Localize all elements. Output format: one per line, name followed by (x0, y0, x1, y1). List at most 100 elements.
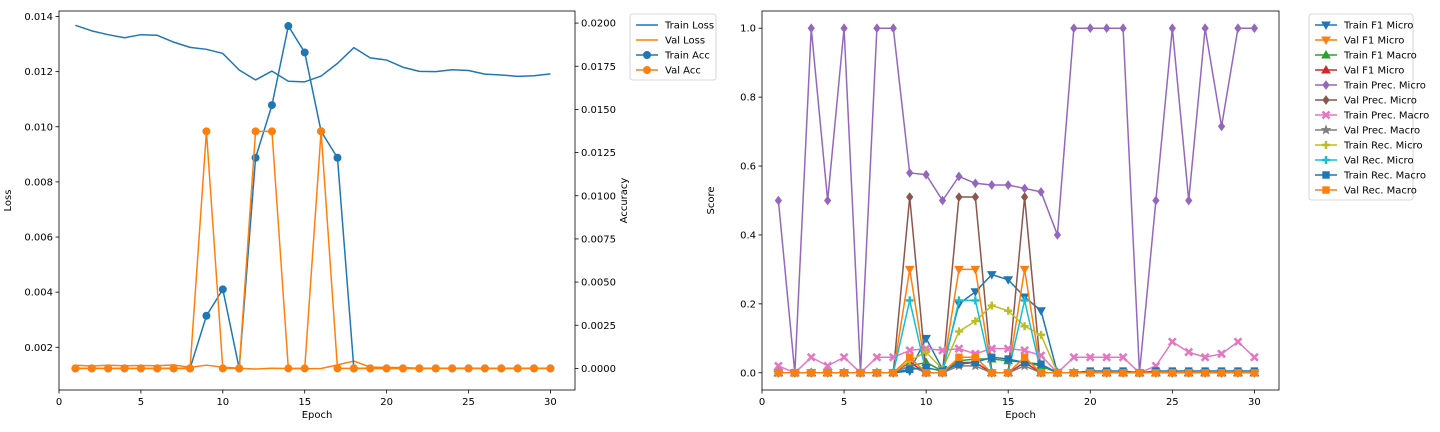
y-tick-label: 0.4 (740, 230, 756, 241)
data-point (1037, 369, 1045, 377)
data-point (971, 353, 980, 361)
data-point (872, 352, 882, 362)
data-point (235, 364, 244, 373)
data-point (1234, 369, 1242, 377)
data-point (1020, 192, 1029, 202)
data-point (839, 352, 849, 362)
legend-label: Train Loss (664, 21, 714, 32)
y-tick-label: 0.010 (24, 122, 53, 133)
data-point (823, 369, 832, 377)
x-tick-label: 25 (1166, 397, 1179, 408)
data-point (1103, 23, 1111, 34)
legend-entry: Train Prec. Micro (1315, 80, 1426, 92)
data-point (938, 369, 947, 377)
data-point (1234, 23, 1242, 34)
data-point (954, 296, 963, 305)
data-point (104, 364, 113, 373)
data-point (1020, 345, 1030, 355)
legend-entry: Train Rec. Macro (1315, 171, 1426, 182)
data-point (1201, 369, 1209, 377)
legend-label: Val F1 Micro (1344, 66, 1404, 77)
data-point (530, 364, 539, 373)
data-point (1085, 352, 1095, 362)
data-point (1119, 23, 1127, 34)
data-point (1250, 369, 1259, 377)
data-point (988, 180, 996, 190)
legend-label: Train Prec. Micro (1343, 81, 1426, 92)
legend-marker (1320, 124, 1332, 135)
data-point (1020, 183, 1029, 194)
y2-tick-label: 0.0125 (581, 148, 616, 159)
legend-entry: Train F1 Micro (1315, 21, 1413, 32)
y-tick-label: 0.002 (24, 343, 53, 354)
data-point (971, 296, 980, 305)
legend-entry: Train Loss (636, 21, 714, 32)
data-point (1152, 195, 1160, 206)
data-point (1184, 347, 1194, 357)
data-point (906, 192, 914, 202)
data-point (1217, 369, 1226, 377)
legend-entry: Val Rec. Macro (1315, 186, 1417, 197)
legend-entry: Val Acc (636, 66, 701, 77)
x-axis-label: Epoch (1005, 410, 1036, 421)
data-point (1070, 369, 1078, 377)
legend-label: Val Prec. Macro (1344, 126, 1420, 137)
data-point (1069, 352, 1079, 362)
data-point (1053, 369, 1062, 377)
data-point (971, 192, 979, 202)
data-point (1167, 337, 1177, 347)
legend-marker (1322, 186, 1330, 194)
data-point (1185, 195, 1193, 206)
data-point (906, 168, 914, 178)
legend-label: Train Rec. Macro (1343, 171, 1426, 182)
data-point (988, 369, 996, 377)
legend-entry: Val Rec. Micro (1315, 156, 1414, 167)
legend-entry: Train Prec. Macro (1315, 111, 1429, 122)
data-point (218, 285, 227, 294)
x-tick-label: 30 (1248, 397, 1261, 408)
data-point (921, 334, 931, 344)
data-point (1020, 353, 1029, 361)
y2-tick-label: 0.0100 (581, 191, 616, 202)
data-point (840, 369, 848, 377)
x-tick-label: 15 (1002, 397, 1015, 408)
legend: Train Loss Val Loss Train Acc Val Acc (629, 13, 717, 81)
data-point (1004, 355, 1012, 363)
legend-label: Val Acc (665, 66, 701, 77)
data-point (1004, 180, 1012, 190)
plot-frame (761, 10, 1280, 391)
score-chart: 0 5 10 15 20 25 30 0.0 0.2 0.4 0.6 0.8 1.0 Epoch Score… (706, 10, 1429, 421)
data-point (366, 364, 375, 373)
legend-label: Train F1 Macro (1343, 51, 1417, 62)
data-point (774, 195, 783, 206)
x-tick-label: 30 (544, 397, 557, 408)
x-tick-label: 20 (1084, 397, 1097, 408)
data-point (382, 364, 391, 373)
plot-frame (58, 10, 576, 391)
legend-frame (629, 13, 717, 81)
data-point (1019, 265, 1030, 275)
y2-tick-label: 0.0200 (581, 19, 616, 30)
x-axis-label: Epoch (302, 410, 333, 421)
data-point (1086, 23, 1094, 34)
y-tick-label: 1.0 (740, 24, 756, 35)
y2-tick-label: 0.0050 (581, 278, 616, 289)
x-tick-label: 0 (759, 397, 765, 408)
data-point (904, 265, 915, 275)
y2-tick-label: 0.0025 (581, 321, 616, 332)
y-axis-label: Score (706, 186, 717, 214)
data-point (806, 352, 816, 362)
data-point (317, 127, 326, 136)
legend-marker (1322, 80, 1330, 90)
data-point (1102, 352, 1112, 362)
data-point (186, 364, 195, 373)
x-tick-label: 10 (920, 397, 933, 408)
legend-label: Train F1 Micro (1343, 21, 1413, 32)
legend-label: Val Rec. Macro (1344, 186, 1417, 197)
data-point (1020, 322, 1029, 331)
legend-entry: Val F1 Micro (1315, 36, 1404, 47)
y-axis-label: Loss (3, 190, 14, 212)
series-val-acc (71, 127, 555, 373)
data-point (955, 171, 963, 182)
